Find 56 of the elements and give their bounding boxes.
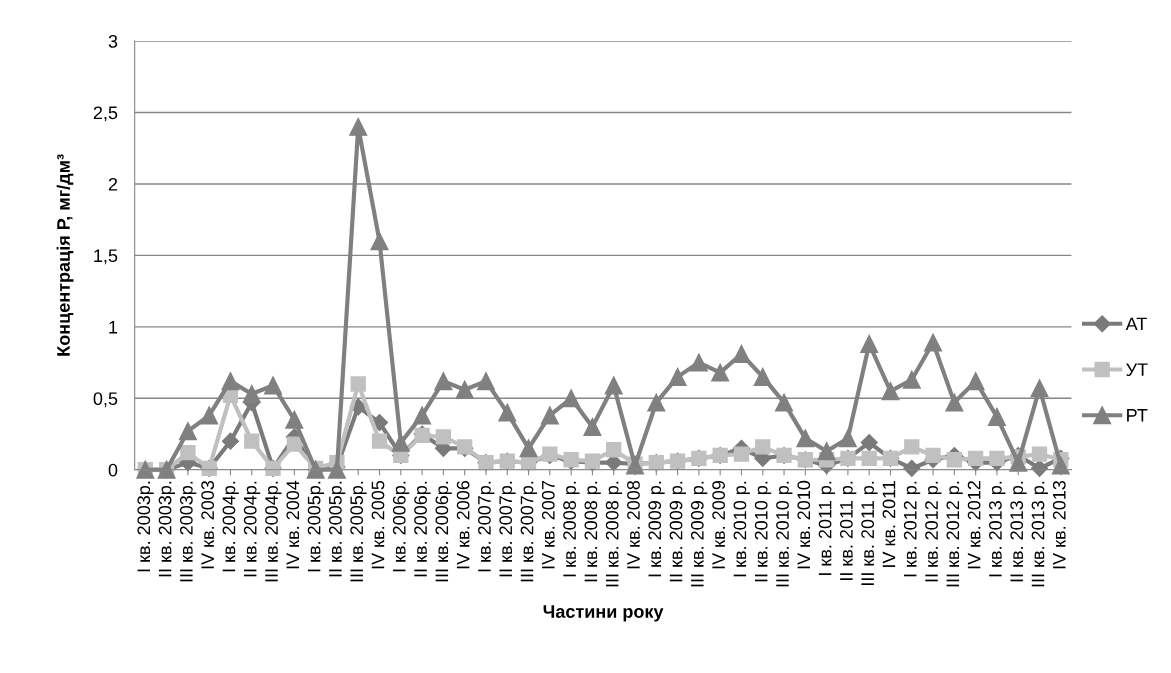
x-tick-label: I кв. 2003р. <box>137 481 154 572</box>
legend-label: УТ <box>1126 363 1148 376</box>
x-tick-label: II кв. 2011 р. <box>839 481 857 580</box>
x-tick-label: I кв. 2007р. <box>478 481 495 572</box>
x-tick-label: II кв. 2013 р. <box>1010 481 1027 582</box>
x-tick-label: II кв. 2006р. <box>414 481 431 577</box>
x-tick-label: II кв. 2005р. <box>328 481 346 577</box>
x-tick-label: I кв. 2008 р. <box>563 481 580 577</box>
y-tick-label: 2 <box>108 177 118 191</box>
x-tick-label: III кв. 2010 р. <box>776 481 793 587</box>
x-tick-label: IV кв. 2006 <box>456 480 470 569</box>
x-tick-label: I кв. 2011 р. <box>818 481 836 575</box>
x-tick-label: IV кв. 2003 <box>201 480 215 569</box>
x-tick-label: IV кв. 2010 <box>797 480 811 569</box>
x-tick-label: III кв. 2008 р. <box>605 481 623 587</box>
x-tick-label: IV кв. 2013 <box>1052 480 1066 569</box>
x-tick-label: IV кв. 2004 <box>286 480 300 569</box>
x-tick-label: III кв. 2009 р. <box>690 481 708 587</box>
x-tick-label: III кв. 2006р. <box>435 481 452 582</box>
legend-label: АТ <box>1125 317 1147 331</box>
x-tick-label: II кв. 2007р. <box>499 481 516 577</box>
x-tick-label: I кв. 2006р. <box>392 481 410 572</box>
y-tick-label: 2,5 <box>93 106 118 122</box>
x-tick-label: IV кв. 2011 <box>882 481 896 567</box>
y-tick-label: 0,5 <box>93 392 118 408</box>
x-tick-label: II кв. 2004р. <box>243 481 261 577</box>
x-axis-title: Частини року <box>543 605 664 622</box>
x-tick-label: III кв. 2003р. <box>179 481 197 582</box>
x-tick-label: III кв. 2004р. <box>265 481 282 582</box>
x-tick-label: I кв. 2010 р. <box>733 481 750 577</box>
x-tick-label: III кв. 2011 р. <box>861 481 878 585</box>
x-tick-label: II кв. 2010 р. <box>754 481 772 582</box>
x-tick-label: I кв. 2012 р. <box>903 481 921 577</box>
x-tick-label: III кв. 2013 р. <box>1031 481 1048 587</box>
x-tick-label: II кв. 2009 р. <box>669 481 686 582</box>
x-tick-label: I кв. 2013 р. <box>989 481 1006 577</box>
y-tick-label: 1 <box>109 320 118 334</box>
y-tick-label: 1,5 <box>94 249 118 265</box>
y-tick-label: 0 <box>108 463 118 477</box>
x-tick-label: IV кв. 2005 <box>371 480 385 569</box>
x-tick-label: IV кв. 2009 <box>712 481 726 569</box>
x-tick-label: III кв. 2005р. <box>350 481 367 582</box>
x-tick-label: III кв. 2007р. <box>520 481 537 582</box>
y-axis-title: Концентрація Р, мг/дм³ <box>56 154 74 356</box>
x-tick-label: I кв. 2004р. <box>222 481 239 572</box>
y-tick-label: 3 <box>108 34 118 48</box>
x-tick-label: I кв. 2009 р. <box>648 481 665 577</box>
x-tick-label: III кв. 2012 р. <box>946 481 963 587</box>
x-tick-label: II кв. 2003р. <box>158 481 176 577</box>
x-tick-label: II кв. 2012 р. <box>925 481 942 582</box>
legend-label: РТ <box>1127 409 1148 422</box>
x-tick-label: II кв. 2008 р. <box>584 481 601 582</box>
x-tick-label: I кв. 2005р. <box>307 481 325 572</box>
x-tick-label: IV кв. 2012 <box>967 481 981 569</box>
x-tick-label: IV кв. 2007 <box>541 481 555 569</box>
x-tick-label: IV кв. 2008 <box>627 480 640 569</box>
